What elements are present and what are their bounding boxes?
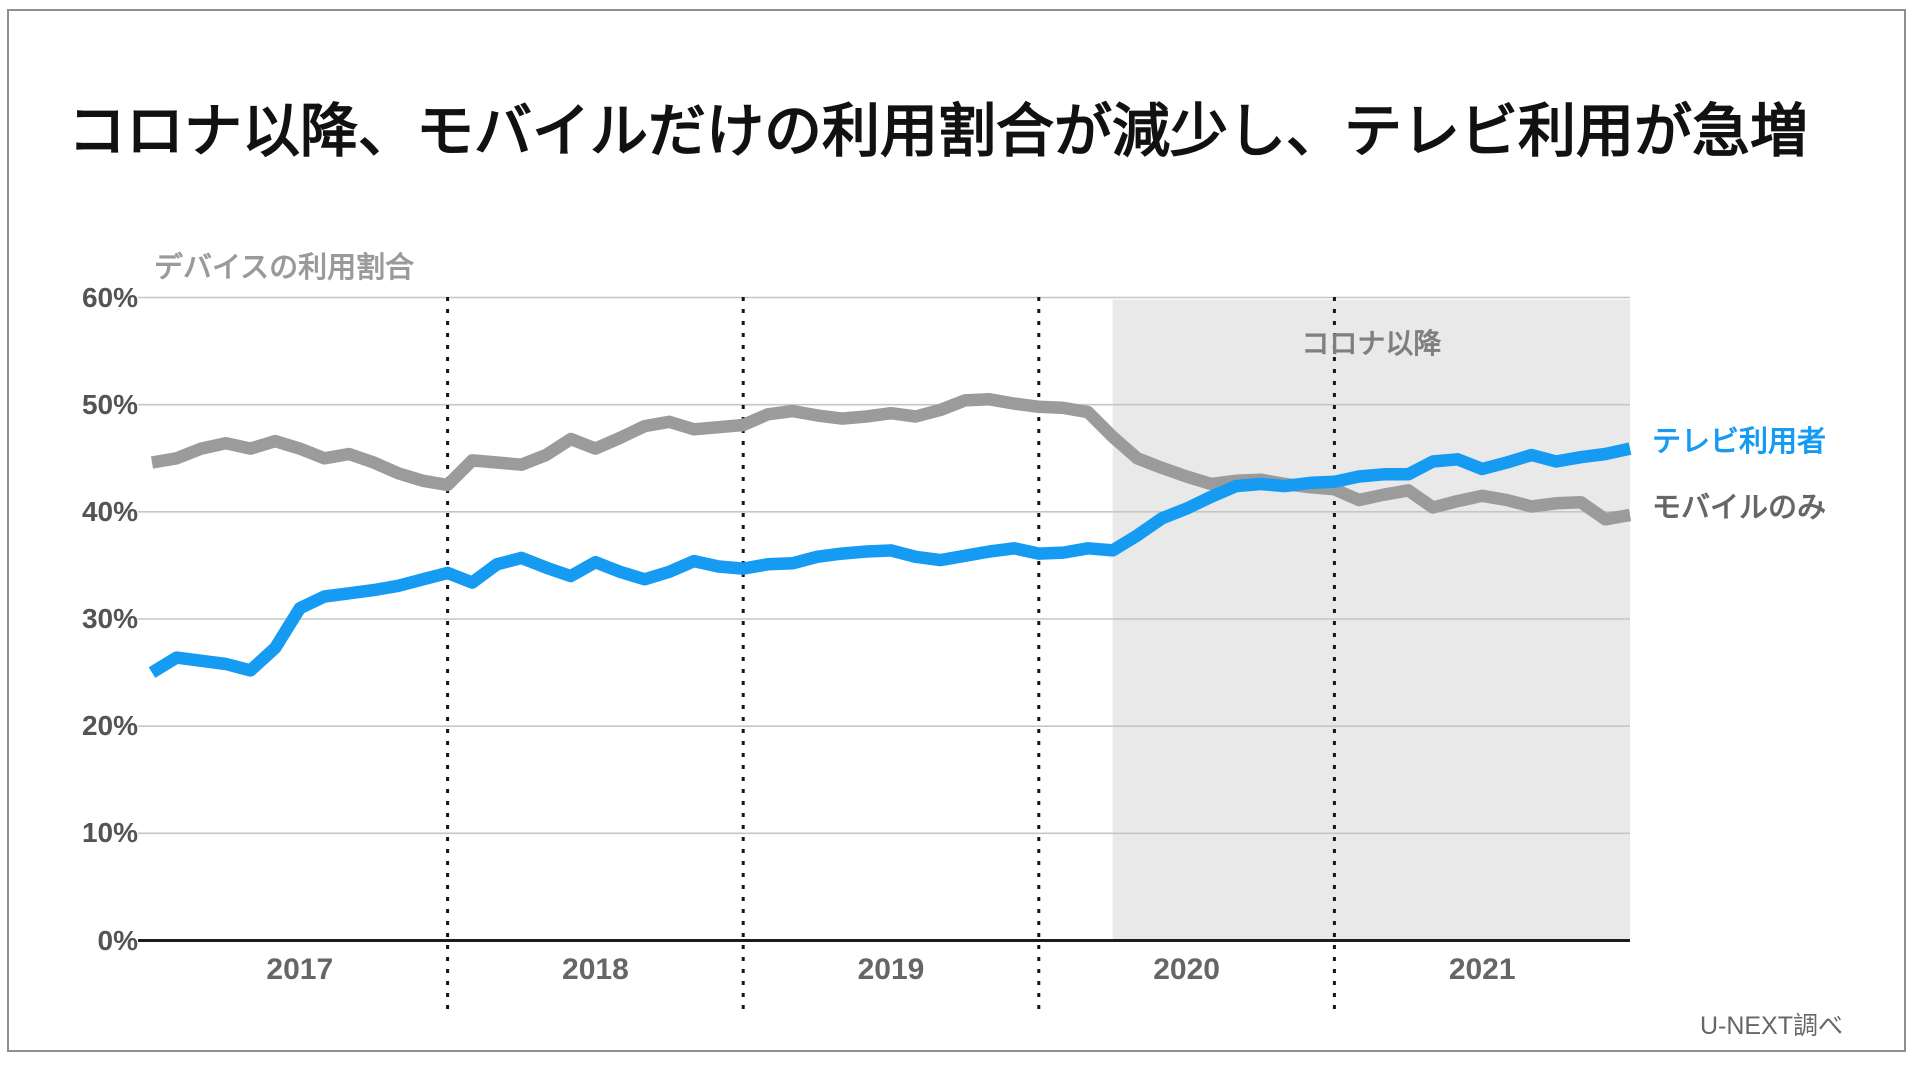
series-line-tv-users [148, 442, 1632, 678]
y-tick-label-50: 50% [81, 388, 138, 420]
covid-annotation: コロナ以降 [1301, 328, 1442, 359]
x-tick-label-2017: 2017 [266, 953, 334, 986]
page-title: コロナ以降、モバイルだけの利用割合が減少し、テレビ利用が急増 [68, 99, 1809, 164]
y-tick-label-10: 10% [81, 817, 138, 849]
covid-shaded-region [1112, 299, 1630, 941]
y-tick-label-60: 60% [81, 281, 138, 313]
legend-tv-users: テレビ利用者 [1652, 425, 1827, 458]
x-tick-label-2019: 2019 [857, 953, 925, 986]
x-tick-label-2021: 2021 [1448, 953, 1516, 986]
legend-mobile-only: モバイルのみ [1652, 492, 1827, 525]
y-tick-label-20: 20% [81, 710, 138, 742]
chart-title: デバイスの利用割合 [154, 252, 415, 284]
y-tick-label-40: 40% [81, 495, 138, 527]
y-tick-label-0: 0% [97, 924, 138, 956]
series-line-mobile-only [150, 393, 1632, 526]
y-tick-label-30: 30% [81, 603, 138, 634]
x-tick-label-2020: 2020 [1153, 953, 1220, 986]
source-note: U-NEXT調べ [1699, 1012, 1843, 1040]
x-tick-label-2018: 2018 [562, 953, 629, 986]
